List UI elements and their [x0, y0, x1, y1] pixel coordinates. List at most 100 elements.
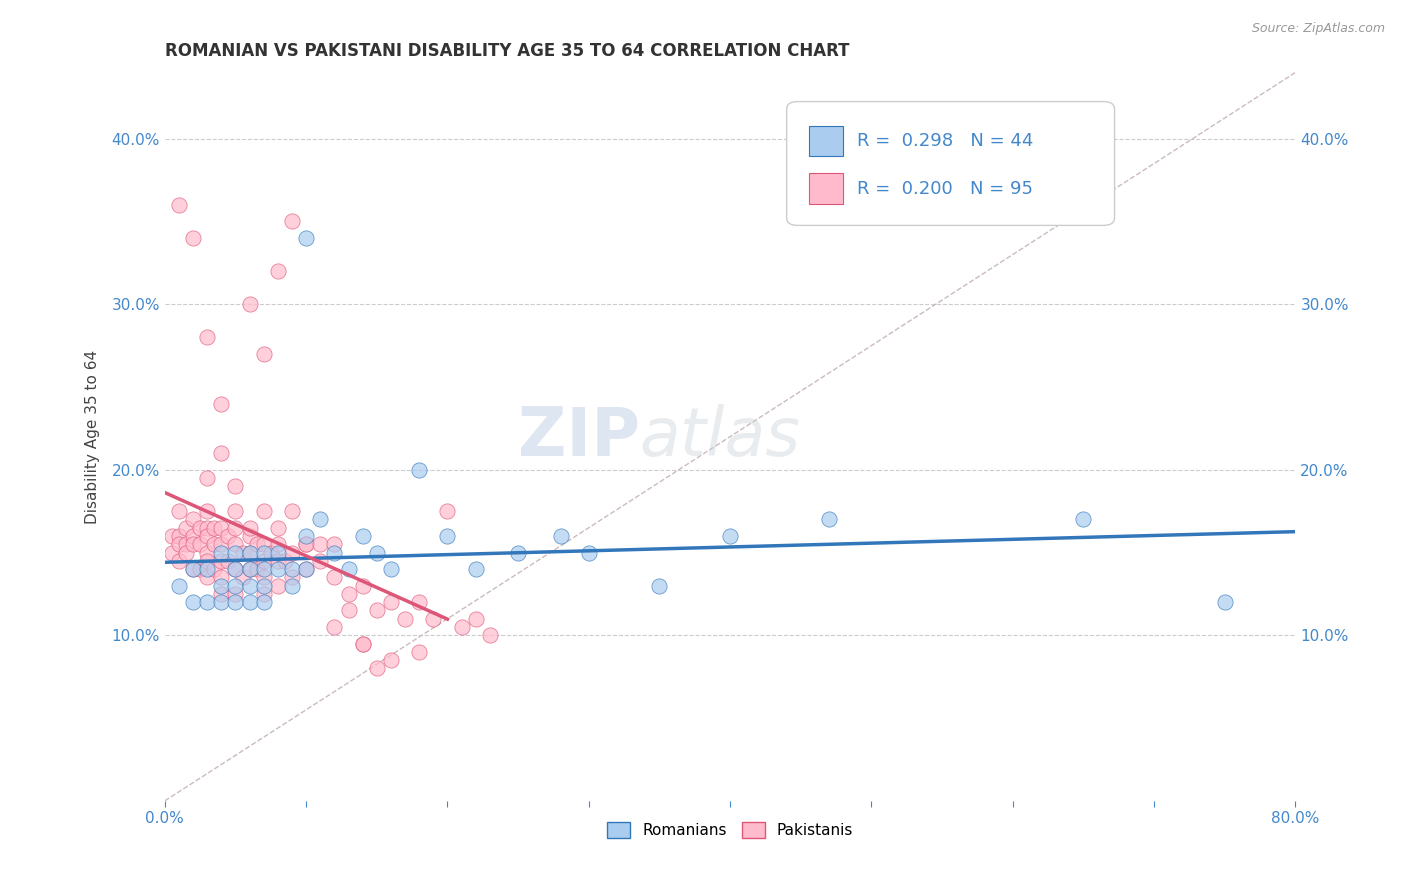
Point: [295, 562, 318, 576]
Point: [239, 545, 262, 559]
Point: [217, 529, 239, 543]
Point: [231, 545, 253, 559]
Point: [578, 545, 600, 559]
Point: [352, 637, 374, 651]
Point: [281, 579, 304, 593]
Point: [281, 545, 304, 559]
Point: [253, 579, 276, 593]
Point: [167, 529, 190, 543]
Point: [195, 562, 218, 576]
Point: [181, 562, 204, 576]
Point: [209, 545, 232, 559]
Point: [366, 603, 388, 617]
Point: [239, 595, 262, 609]
Point: [195, 504, 218, 518]
Point: [309, 512, 332, 526]
Point: [195, 529, 218, 543]
Point: [202, 537, 225, 551]
Point: [239, 521, 262, 535]
Point: [281, 504, 304, 518]
Point: [253, 545, 276, 559]
Point: [323, 570, 346, 584]
Point: [253, 570, 276, 584]
Point: [267, 537, 290, 551]
Point: [209, 579, 232, 593]
Point: [366, 661, 388, 675]
Point: [195, 545, 218, 559]
Point: [380, 595, 402, 609]
Point: [352, 579, 374, 593]
Point: [209, 595, 232, 609]
Point: [195, 595, 218, 609]
Point: [181, 231, 204, 245]
Point: [209, 521, 232, 535]
Point: [337, 562, 360, 576]
Point: [295, 562, 318, 576]
Point: [209, 570, 232, 584]
Point: [202, 562, 225, 576]
Point: [408, 595, 430, 609]
Point: [195, 570, 218, 584]
Point: [181, 529, 204, 543]
Point: [160, 529, 183, 543]
Point: [253, 554, 276, 568]
Point: [224, 579, 246, 593]
Point: [167, 537, 190, 551]
Point: [394, 612, 416, 626]
Point: [450, 620, 472, 634]
Point: [202, 521, 225, 535]
Text: Source: ZipAtlas.com: Source: ZipAtlas.com: [1251, 22, 1385, 36]
Point: [281, 562, 304, 576]
Point: [323, 620, 346, 634]
Point: [181, 537, 204, 551]
Point: [309, 537, 332, 551]
Point: [224, 562, 246, 576]
Point: [1213, 595, 1236, 609]
Point: [224, 479, 246, 493]
Point: [253, 587, 276, 601]
Point: [188, 537, 211, 551]
Point: [181, 562, 204, 576]
Point: [267, 264, 290, 278]
Point: [352, 529, 374, 543]
Point: [436, 504, 458, 518]
Point: [239, 579, 262, 593]
Point: [181, 512, 204, 526]
Point: [217, 554, 239, 568]
Text: ZIP: ZIP: [517, 404, 640, 470]
Point: [281, 570, 304, 584]
Legend: Romanians, Pakistanis: Romanians, Pakistanis: [600, 816, 859, 844]
Point: [380, 562, 402, 576]
Point: [464, 612, 486, 626]
Point: [209, 396, 232, 410]
Point: [281, 214, 304, 228]
Point: [267, 545, 290, 559]
Point: [366, 545, 388, 559]
Point: [224, 595, 246, 609]
Point: [167, 579, 190, 593]
Point: [224, 545, 246, 559]
Point: [174, 537, 197, 551]
Point: [188, 521, 211, 535]
Point: [295, 529, 318, 543]
Point: [267, 521, 290, 535]
Point: [167, 504, 190, 518]
Point: [224, 562, 246, 576]
Point: [209, 446, 232, 460]
Point: [422, 612, 444, 626]
Point: [224, 537, 246, 551]
FancyBboxPatch shape: [810, 126, 844, 156]
Point: [174, 545, 197, 559]
Point: [408, 463, 430, 477]
Text: ROMANIAN VS PAKISTANI DISABILITY AGE 35 TO 64 CORRELATION CHART: ROMANIAN VS PAKISTANI DISABILITY AGE 35 …: [165, 42, 849, 60]
Point: [253, 562, 276, 576]
Point: [337, 587, 360, 601]
Point: [224, 587, 246, 601]
Point: [380, 653, 402, 667]
Point: [267, 562, 290, 576]
Point: [550, 529, 572, 543]
Point: [253, 537, 276, 551]
Point: [239, 297, 262, 311]
FancyBboxPatch shape: [810, 173, 844, 203]
Point: [160, 545, 183, 559]
